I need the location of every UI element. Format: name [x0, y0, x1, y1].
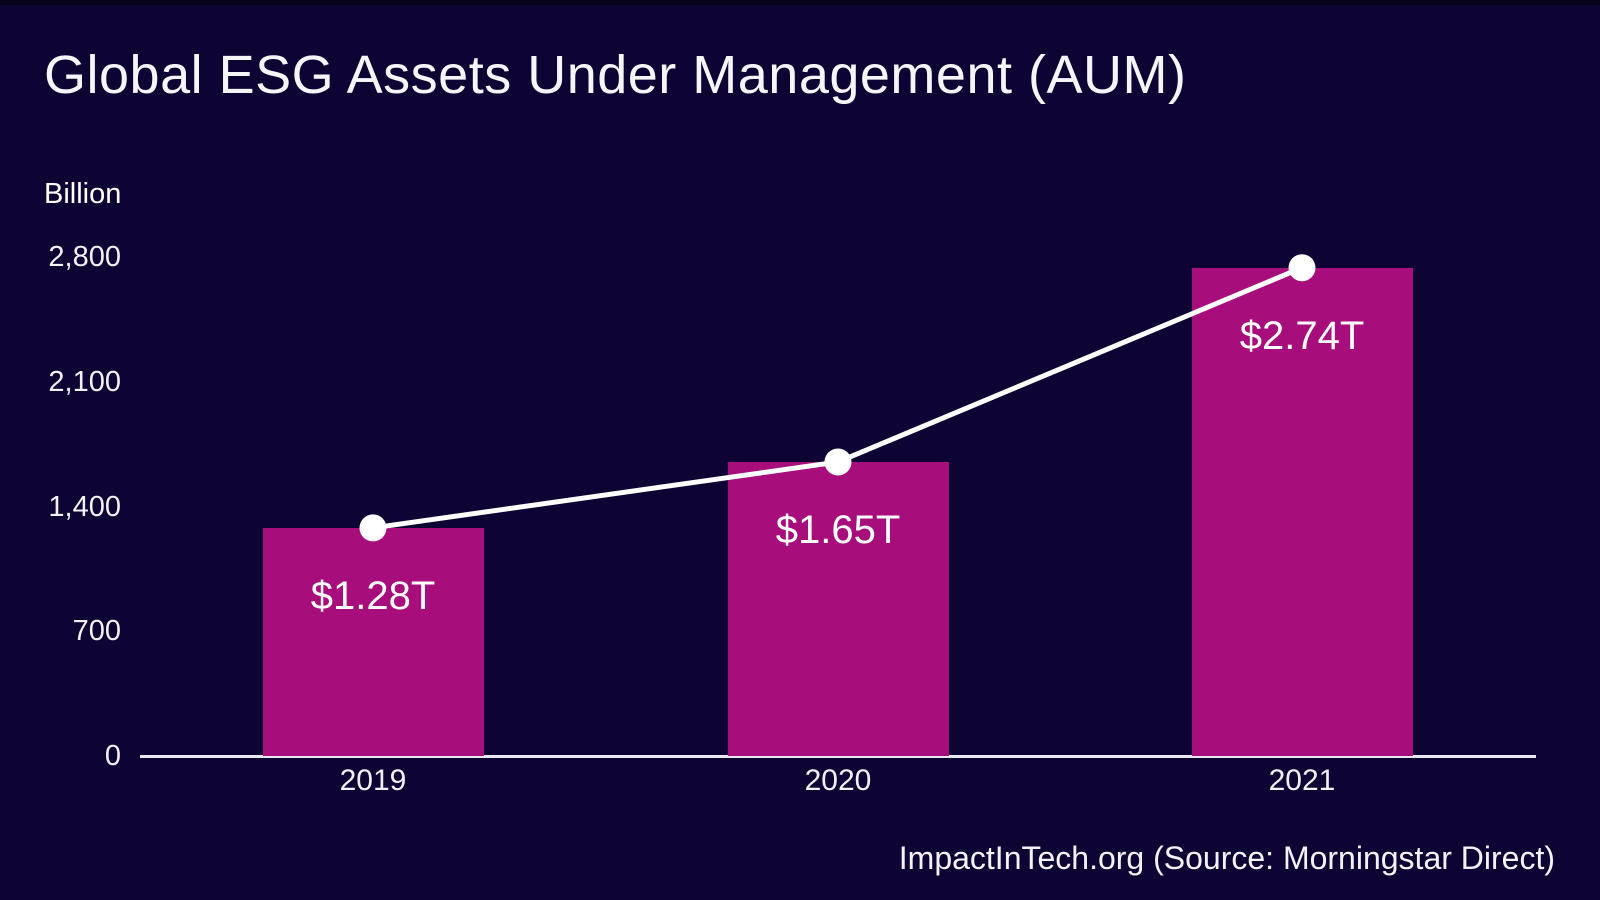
y-axis-tick-label: 1,400: [48, 490, 121, 523]
y-axis-unit-label: Billion: [44, 178, 122, 210]
top-edge-decoration: [0, 0, 1600, 5]
chart-title: Global ESG Assets Under Management (AUM): [44, 45, 1187, 105]
x-axis-line: [140, 754, 1536, 758]
bar-value-label-2021: $2.74T: [1239, 313, 1365, 358]
bar-2019: [262, 527, 484, 756]
source-attribution: ImpactInTech.org (Source: Morningstar Di…: [898, 840, 1555, 876]
y-axis-tick-label: 2,800: [48, 241, 121, 274]
y-axis-tick-label: 0: [104, 740, 121, 772]
x-axis-label-2020: 2020: [804, 764, 872, 797]
y-axis-tick-label: 700: [72, 615, 121, 648]
x-axis-label-2019: 2019: [339, 764, 407, 797]
bar-value-label-2019: $1.28T: [310, 573, 436, 618]
x-axis-label-2021: 2021: [1268, 764, 1336, 797]
y-axis-tick-label: 2,100: [48, 365, 121, 398]
bar-value-label-2020: $1.65T: [775, 507, 901, 552]
